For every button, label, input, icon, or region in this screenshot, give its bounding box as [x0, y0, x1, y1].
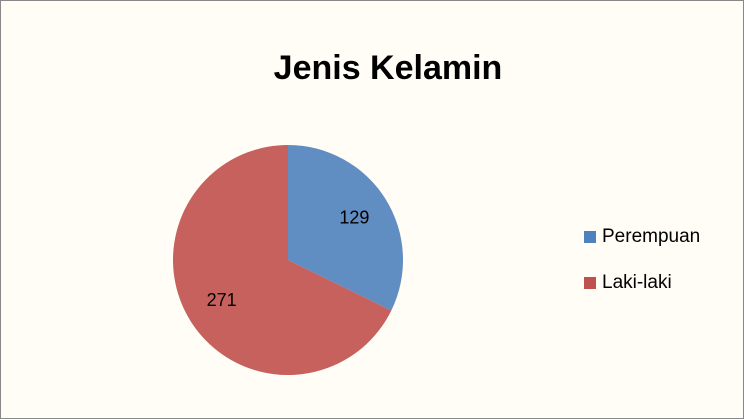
- legend-label: Perempuan: [602, 226, 700, 247]
- legend-label: Laki-laki: [602, 272, 672, 293]
- legend-swatch: [584, 231, 596, 243]
- chart-title: Jenis Kelamin: [274, 49, 503, 87]
- chart: Jenis Kelamin 129 271 Perempuan Laki-laki: [0, 0, 744, 419]
- data-label: 271: [207, 290, 237, 310]
- legend-swatch: [584, 277, 596, 289]
- data-label: 129: [339, 207, 369, 227]
